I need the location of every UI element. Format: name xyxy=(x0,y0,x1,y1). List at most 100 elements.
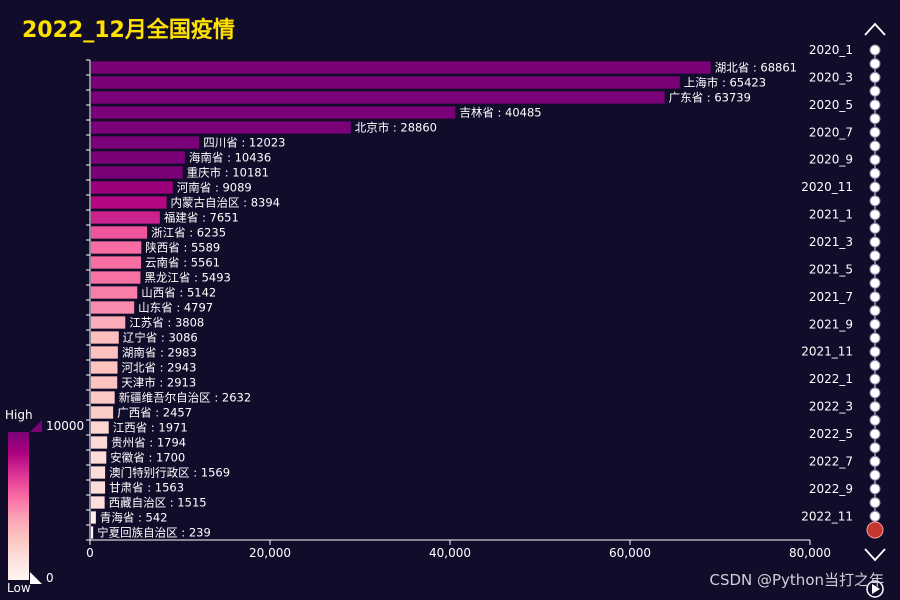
bar[interactable] xyxy=(91,76,680,89)
timeline-label[interactable]: 2021_9 xyxy=(809,317,853,331)
play-icon[interactable] xyxy=(872,584,880,594)
timeline-dot[interactable] xyxy=(869,113,881,125)
bar[interactable] xyxy=(91,211,160,224)
timeline-dot[interactable] xyxy=(869,318,881,330)
timeline-dot[interactable] xyxy=(869,346,881,358)
bar[interactable] xyxy=(91,466,106,479)
timeline-dot[interactable] xyxy=(869,359,881,371)
visualmap-low-handle-icon[interactable] xyxy=(30,572,42,584)
bar[interactable] xyxy=(91,436,108,449)
play-button[interactable] xyxy=(866,580,884,598)
timeline-dot[interactable] xyxy=(869,428,881,440)
timeline-label[interactable]: 2020_1 xyxy=(809,43,853,57)
timeline-dot[interactable] xyxy=(869,291,881,303)
bar[interactable] xyxy=(91,226,148,239)
timeline-label[interactable]: 2021_7 xyxy=(809,290,853,304)
bar[interactable] xyxy=(91,406,114,419)
timeline-label[interactable]: 2021_1 xyxy=(809,208,853,222)
bar[interactable] xyxy=(91,91,665,104)
timeline-dot[interactable] xyxy=(869,277,881,289)
timeline-dot[interactable] xyxy=(869,209,881,221)
bar-data-label: 陕西省 : 5589 xyxy=(145,241,220,255)
timeline-label[interactable]: 2021_3 xyxy=(809,235,853,249)
timeline-label[interactable]: 2020_7 xyxy=(809,125,853,139)
timeline-dot[interactable] xyxy=(869,497,881,509)
timeline-dot[interactable] xyxy=(869,222,881,234)
bar[interactable] xyxy=(91,61,711,74)
bar[interactable] xyxy=(91,361,118,374)
watermark: CSDN @Python当打之年 xyxy=(709,571,884,589)
bar[interactable] xyxy=(91,451,107,464)
timeline-label[interactable]: 2022_3 xyxy=(809,400,853,414)
timeline-label[interactable]: 2020_11 xyxy=(801,180,853,194)
bar[interactable] xyxy=(91,136,200,149)
timeline-dot[interactable] xyxy=(869,58,881,70)
bar[interactable] xyxy=(91,316,126,329)
bar[interactable] xyxy=(91,196,167,209)
timeline-label[interactable]: 2022_11 xyxy=(801,509,853,523)
timeline-dot[interactable] xyxy=(869,195,881,207)
bar[interactable] xyxy=(91,256,142,269)
timeline-dot[interactable] xyxy=(869,483,881,495)
bar[interactable] xyxy=(91,526,94,539)
chevron-down-icon[interactable] xyxy=(864,548,886,562)
timeline-label[interactable]: 2021_5 xyxy=(809,262,853,276)
timeline-label[interactable]: 2020_5 xyxy=(809,98,853,112)
timeline-dot[interactable] xyxy=(869,85,881,97)
timeline-dot[interactable] xyxy=(869,126,881,138)
visualmap-min-label: 0 xyxy=(46,571,54,585)
bar[interactable] xyxy=(91,271,141,284)
visualmap-high-handle-icon[interactable] xyxy=(30,420,42,432)
timeline-dot[interactable] xyxy=(869,181,881,193)
x-tick-label: 40,000 xyxy=(429,546,471,560)
timeline-current-dot[interactable] xyxy=(866,521,884,539)
bar[interactable] xyxy=(91,106,456,119)
timeline-dot[interactable] xyxy=(869,44,881,56)
timeline-label[interactable]: 2022_1 xyxy=(809,372,853,386)
timeline-dot[interactable] xyxy=(869,154,881,166)
bar[interactable] xyxy=(91,241,142,254)
bar[interactable] xyxy=(91,301,135,314)
timeline-dot[interactable] xyxy=(869,99,881,111)
timeline-label[interactable]: 2022_9 xyxy=(809,482,853,496)
bar[interactable] xyxy=(91,181,173,194)
timeline-label[interactable]: 2022_7 xyxy=(809,454,853,468)
visualmap-gradient-bar[interactable] xyxy=(8,432,29,580)
bar[interactable] xyxy=(91,166,183,179)
timeline-label[interactable]: 2020_9 xyxy=(809,153,853,167)
timeline-dot[interactable] xyxy=(869,387,881,399)
timeline-label[interactable]: 2022_5 xyxy=(809,427,853,441)
bar[interactable] xyxy=(91,286,138,299)
timeline-dot[interactable] xyxy=(869,442,881,454)
chevron-up-icon[interactable] xyxy=(864,22,886,36)
bar[interactable] xyxy=(91,496,105,509)
timeline-dot[interactable] xyxy=(869,414,881,426)
timeline-dot[interactable] xyxy=(869,469,881,481)
timeline-dot[interactable] xyxy=(869,236,881,248)
bar[interactable] xyxy=(91,421,109,434)
bar[interactable] xyxy=(91,376,118,389)
timeline-dot[interactable] xyxy=(869,167,881,179)
bar[interactable] xyxy=(91,151,185,164)
bar[interactable] xyxy=(91,391,115,404)
timeline-dot[interactable] xyxy=(869,455,881,467)
timeline-dot[interactable] xyxy=(869,332,881,344)
timeline-dot[interactable] xyxy=(869,401,881,413)
timeline-dot[interactable] xyxy=(869,71,881,83)
bar[interactable] xyxy=(91,331,119,344)
timeline-dot[interactable] xyxy=(869,373,881,385)
visualmap-low-text: Low xyxy=(7,581,31,595)
timeline-dot[interactable] xyxy=(869,263,881,275)
timeline-dot[interactable] xyxy=(869,305,881,317)
bar[interactable] xyxy=(91,121,351,134)
x-tick-label: 80,000 xyxy=(789,546,831,560)
timeline-dot[interactable] xyxy=(869,250,881,262)
timeline-label[interactable]: 2021_11 xyxy=(801,345,853,359)
timeline-dot[interactable] xyxy=(869,140,881,152)
timeline-label[interactable]: 2020_3 xyxy=(809,70,853,84)
timeline-dot[interactable] xyxy=(869,510,881,522)
bar[interactable] xyxy=(91,346,118,359)
bar[interactable] xyxy=(91,511,96,524)
bar[interactable] xyxy=(91,481,106,494)
